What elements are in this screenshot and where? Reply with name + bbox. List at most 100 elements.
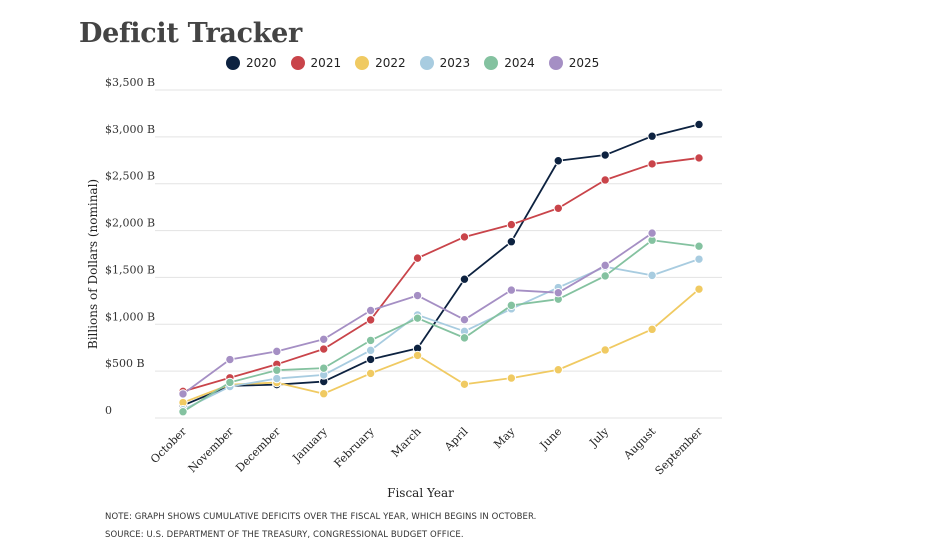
legend-swatch: [355, 56, 370, 70]
data-point-2021: [694, 153, 704, 163]
legend-item-2022: 2022: [355, 56, 406, 70]
y-tick-label: $500 B: [105, 357, 145, 370]
legend-swatch: [226, 56, 240, 70]
y-tick-label: $2,500 B: [105, 170, 155, 183]
series-line-2023: [182, 258, 700, 411]
legend-label: 2023: [439, 56, 471, 70]
series-line-2022: [182, 288, 700, 404]
data-point-2020: [506, 237, 517, 247]
data-point-2022: [365, 368, 376, 379]
data-point-2022: [459, 379, 470, 389]
x-tick-label: December: [233, 424, 283, 474]
data-point-2023: [647, 270, 657, 281]
data-point-2024: [694, 241, 704, 251]
data-point-2022: [412, 350, 423, 361]
x-tick-label: June: [537, 425, 565, 453]
data-point-2025: [647, 228, 657, 238]
series-2024: [178, 235, 704, 417]
data-point-2023: [365, 345, 376, 356]
legend-item-2024: 2024: [484, 56, 535, 70]
data-point-2025: [272, 346, 282, 357]
data-point-2020: [647, 131, 657, 141]
series-2025: [178, 228, 657, 399]
data-point-2020: [365, 354, 376, 365]
data-point-2022: [600, 345, 610, 355]
series-2020: [178, 119, 704, 411]
y-tick-label: $2,000 B: [105, 217, 155, 230]
data-point-2025: [178, 389, 188, 399]
data-point-2024: [178, 407, 188, 417]
legend-label: 2024: [504, 56, 535, 70]
x-axis-label: Fiscal Year: [387, 486, 454, 500]
x-tick-label: April: [441, 425, 471, 455]
data-point-2021: [553, 203, 563, 213]
legend-swatch: [548, 56, 563, 70]
chart-title: Deficit Tracker: [79, 18, 302, 49]
data-point-2022: [319, 389, 329, 399]
series-2021: [178, 153, 704, 397]
y-tick-label: 0: [105, 404, 112, 417]
y-axis-label: Billions of Dollars (nominal): [86, 179, 100, 349]
series-2022: [178, 284, 704, 408]
data-point-2020: [553, 156, 563, 166]
x-tick-label: January: [289, 424, 330, 465]
data-point-2021: [506, 219, 517, 230]
data-point-2022: [506, 373, 517, 383]
data-point-2021: [319, 344, 329, 354]
data-point-2025: [365, 305, 376, 316]
data-point-2025: [225, 354, 235, 365]
x-tick-label: September: [653, 424, 706, 477]
series-line-2020: [182, 123, 700, 407]
data-point-2022: [553, 365, 563, 375]
data-point-2021: [365, 315, 376, 325]
data-point-2024: [272, 365, 282, 375]
data-point-2024: [412, 313, 423, 323]
data-point-2024: [459, 333, 470, 343]
legend-item-2023: 2023: [419, 56, 471, 70]
series-2023: [178, 254, 704, 415]
data-point-2025: [459, 314, 470, 325]
data-point-2024: [506, 300, 517, 311]
x-tick-label: March: [389, 425, 424, 460]
data-point-2020: [459, 274, 470, 284]
chart-note: NOTE: GRAPH SHOWS CUMULATIVE DEFICITS OV…: [105, 512, 537, 522]
legend-label: 2022: [375, 56, 406, 70]
y-tick-label: $3,500 B: [105, 76, 155, 89]
data-point-2022: [694, 284, 704, 294]
legend-swatch: [290, 56, 305, 70]
legend-label: 2025: [568, 56, 600, 70]
data-point-2025: [553, 288, 563, 298]
series-line-2024: [182, 239, 700, 413]
data-point-2023: [272, 373, 282, 384]
data-point-2025: [412, 290, 423, 301]
data-point-2020: [694, 119, 704, 130]
legend-swatch: [419, 56, 434, 70]
data-point-2021: [412, 253, 423, 263]
legend-item-2021: 2021: [290, 56, 342, 70]
data-point-2025: [506, 285, 517, 295]
y-tick-label: $3,000 B: [105, 123, 155, 136]
data-point-2022: [647, 324, 657, 335]
data-point-2023: [694, 254, 704, 264]
data-point-2020: [600, 150, 610, 160]
y-tick-label: $1,000 B: [105, 310, 155, 323]
data-point-2024: [225, 377, 235, 388]
data-point-2025: [600, 260, 610, 271]
data-point-2021: [600, 175, 610, 185]
x-tick-label: July: [586, 424, 611, 449]
x-tick-label: November: [186, 424, 237, 475]
legend-item-2025: 2025: [548, 56, 600, 70]
legend-label: 2020: [246, 56, 277, 70]
chart-source: SOURCE: U.S. DEPARTMENT OF THE TREASURY,…: [105, 530, 464, 540]
chart-legend: 2020 2021 2022 2023 2024 2025: [226, 56, 599, 70]
x-tick-label: February: [332, 424, 378, 470]
data-point-2025: [319, 334, 329, 344]
x-tick-label: August: [621, 425, 659, 463]
data-point-2024: [365, 335, 376, 346]
legend-label: 2021: [310, 56, 342, 70]
legend-swatch: [484, 56, 499, 70]
data-point-2024: [600, 271, 610, 281]
x-tick-label: October: [148, 424, 190, 466]
legend-item-2020: 2020: [226, 56, 277, 70]
